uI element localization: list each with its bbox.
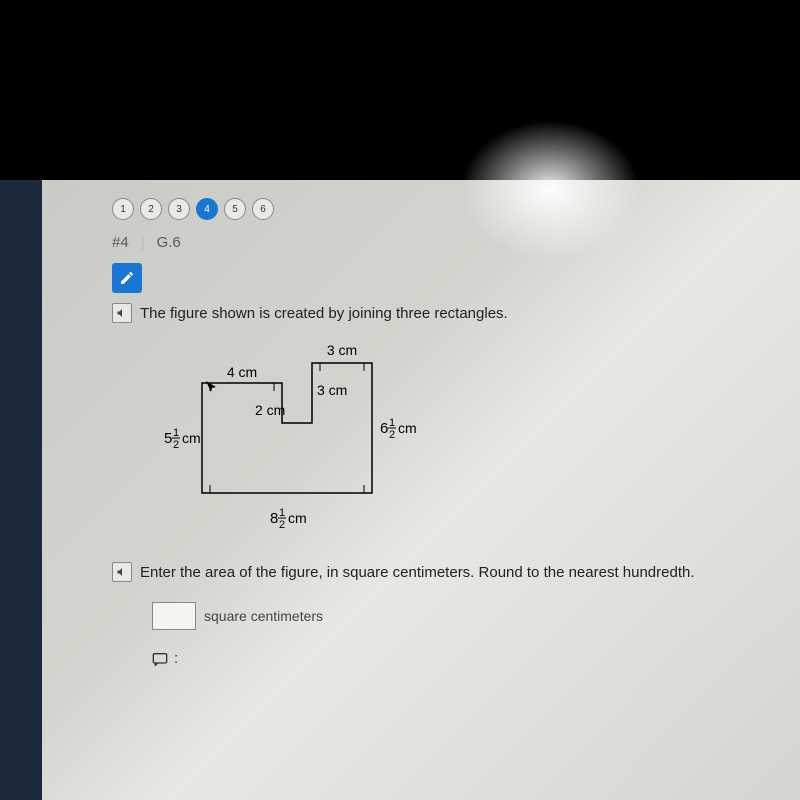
prompt-text-2: Enter the area of the figure, in square …	[140, 564, 695, 581]
pencil-icon	[119, 270, 135, 286]
nav-item-3[interactable]: 3	[168, 198, 190, 220]
geometry-figure: 3 cm 4 cm 2 cm 3 cm 5 1 2 cm 6 1 2	[152, 333, 770, 548]
question-nav: 1 2 3 4 5 6	[112, 198, 770, 220]
svg-text:5: 5	[164, 430, 172, 447]
audio-icon[interactable]	[112, 303, 132, 323]
nav-item-6[interactable]: 6	[252, 198, 274, 220]
svg-text:1: 1	[389, 417, 395, 429]
nav-item-2[interactable]: 2	[140, 198, 162, 220]
svg-text:8: 8	[270, 510, 278, 527]
speech-icon[interactable]	[152, 652, 168, 666]
label-notch-left: 2 cm	[255, 402, 285, 418]
breadcrumb: #4 | G.6	[112, 234, 770, 251]
label-left: 5 1 2 cm	[164, 427, 201, 451]
label-notch-right: 3 cm	[317, 382, 347, 398]
svg-text:cm: cm	[288, 510, 307, 526]
standard-code: G.6	[157, 234, 181, 251]
nav-item-1[interactable]: 1	[112, 198, 134, 220]
prompt-text-1: The figure shown is created by joining t…	[140, 305, 508, 322]
svg-text:1: 1	[279, 507, 285, 519]
nav-item-4[interactable]: 4	[196, 198, 218, 220]
label-bottom: 8 1 2 cm	[270, 507, 307, 531]
answer-input[interactable]	[152, 602, 196, 630]
svg-text:1: 1	[173, 427, 179, 439]
label-right: 6 1 2 cm	[380, 417, 417, 441]
svg-text:2: 2	[389, 429, 395, 441]
svg-text:2: 2	[279, 519, 285, 531]
edit-button[interactable]	[112, 263, 142, 293]
question-number: #4	[112, 234, 129, 251]
answer-unit: square centimeters	[204, 608, 323, 624]
nav-item-5[interactable]: 5	[224, 198, 246, 220]
svg-text:cm: cm	[398, 420, 417, 436]
svg-text:6: 6	[380, 420, 388, 437]
svg-text:2: 2	[173, 439, 179, 451]
label-top-left: 4 cm	[227, 364, 257, 380]
svg-text:cm: cm	[182, 430, 201, 446]
audio-icon[interactable]	[112, 562, 132, 582]
label-top-right: 3 cm	[327, 342, 357, 358]
